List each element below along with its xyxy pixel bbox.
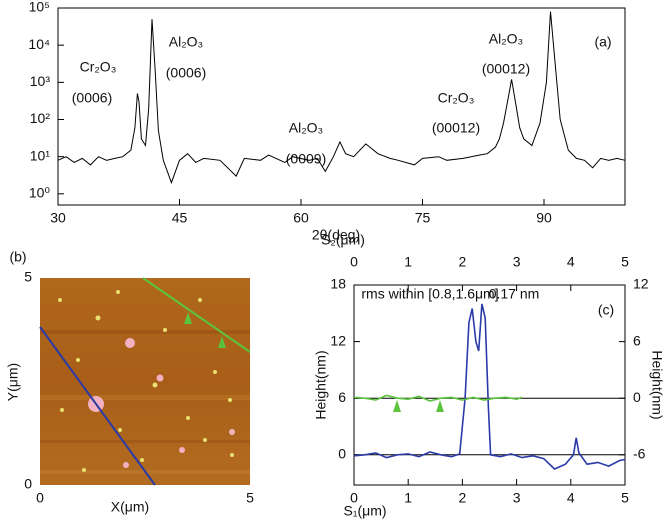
y2-tick-label: 6 — [633, 332, 641, 348]
annotation: Al₂O₃ — [489, 31, 523, 47]
annotation: 0.17 nm — [489, 286, 540, 302]
x-axis-label: S₁(μm) — [343, 503, 386, 519]
annotation: Al₂O₃ — [169, 34, 203, 50]
y-tick-label: 0 — [338, 446, 346, 462]
x-tick-label: 1 — [404, 490, 412, 506]
y-tick-label: 10⁴ — [28, 36, 50, 52]
y-tick-label: 5 — [24, 269, 32, 285]
x-tick-label: 45 — [172, 210, 188, 226]
y-tick-label: 10² — [30, 110, 51, 126]
x2-tick-label: 4 — [567, 254, 575, 270]
annotation: Al₂O₃ — [289, 120, 323, 136]
x2-axis-label: S₂(μm) — [321, 232, 365, 248]
plot-frame — [353, 284, 626, 486]
y2-tick-label: 12 — [633, 276, 649, 292]
x2-tick-label: 0 — [350, 254, 358, 270]
plot-frame — [57, 7, 626, 206]
annotation: (0009) — [286, 151, 326, 167]
x-tick-label: 60 — [293, 210, 309, 226]
annotation: Cr₂O₃ — [80, 59, 117, 75]
rms-markers — [393, 400, 444, 412]
y-tick-label: 10⁵ — [29, 0, 50, 15]
x2-tick-label: 5 — [621, 254, 629, 270]
x-axis-label: X(μm) — [111, 499, 149, 515]
annotation: (0006) — [166, 65, 206, 81]
annotation: (00012) — [482, 61, 530, 77]
y-tick-label: 6 — [338, 389, 346, 405]
afm-image — [39, 277, 251, 486]
x-tick-label: 30 — [50, 210, 66, 226]
annotation: (0006) — [72, 90, 112, 106]
annotation: rms within [0.8,1.6μm] — [361, 286, 498, 302]
x-tick-label: 3 — [513, 490, 521, 506]
panel-label: (a) — [594, 34, 611, 50]
y-tick-label: 18 — [330, 276, 346, 292]
y-axis-label: Height(nm) — [313, 350, 329, 419]
panel-label: (b) — [9, 249, 26, 265]
y-tick-label: 0 — [24, 476, 32, 492]
x2-tick-label: 1 — [404, 254, 412, 270]
x-tick-label: 2 — [459, 490, 467, 506]
x-tick-label: 5 — [246, 490, 254, 506]
series-line — [353, 303, 626, 470]
y-tick-label: 12 — [330, 332, 346, 348]
x2-tick-label: 2 — [459, 254, 467, 270]
x-tick-label: 0 — [350, 490, 358, 506]
x-tick-label: 0 — [36, 490, 44, 506]
panel-label: (c) — [598, 302, 614, 318]
x-tick-label: 5 — [621, 490, 629, 506]
y-tick-label: 10³ — [30, 73, 51, 89]
y2-tick-label: -6 — [633, 446, 646, 462]
x-axis-label: 2θ(deg) — [312, 227, 360, 243]
annotation: Cr₂O₃ — [438, 90, 475, 106]
series-line — [57, 11, 626, 185]
x-tick-label: 4 — [567, 490, 575, 506]
x2-tick-label: 3 — [513, 254, 521, 270]
x-tick-label: 75 — [415, 210, 431, 226]
y2-tick-label: 0 — [633, 389, 641, 405]
y-tick-label: 10⁰ — [29, 185, 51, 201]
annotation: (00012) — [432, 120, 480, 136]
y2-axis-label: Height(nm) — [649, 350, 665, 419]
y-axis-label: Y(μm) — [5, 363, 21, 401]
series-line — [353, 394, 523, 402]
y-tick-label: 10¹ — [30, 147, 51, 163]
x-tick-label: 90 — [536, 210, 552, 226]
